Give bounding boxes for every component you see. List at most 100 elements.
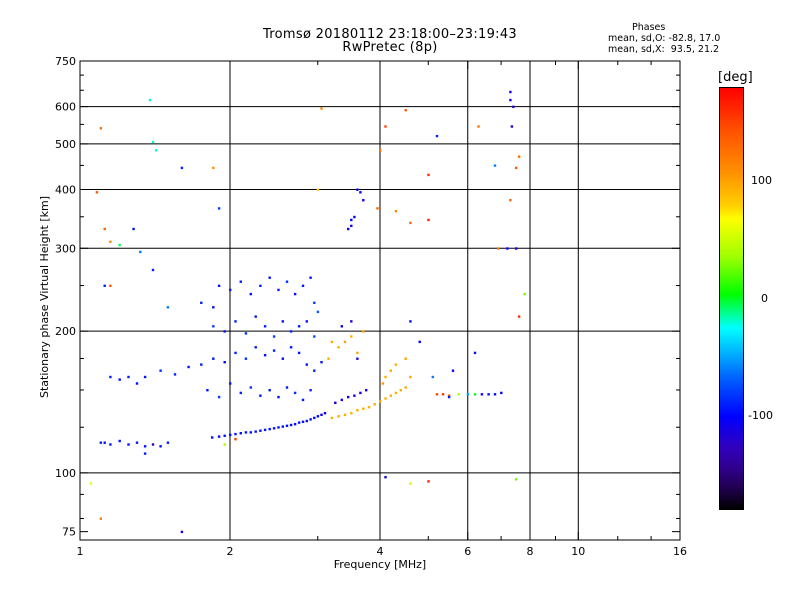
- data-point: [441, 393, 445, 396]
- colorbar-tick-label: 100: [751, 174, 772, 187]
- data-point: [272, 335, 276, 338]
- data-point: [404, 109, 407, 112]
- data-point: [362, 330, 365, 333]
- data-point: [517, 155, 521, 158]
- data-point: [316, 415, 320, 418]
- data-point: [330, 340, 334, 344]
- data-point: [109, 284, 112, 287]
- y-tick-labels: 75 100 200 300 400 500 600 750: [55, 55, 76, 539]
- x-tick-labels: 1 2 4 6 8 10 16: [77, 545, 688, 558]
- x-tick-label: 8: [527, 545, 534, 558]
- data-point: [347, 395, 350, 399]
- data-point: [493, 393, 497, 396]
- data-point: [523, 292, 526, 296]
- data-point: [384, 375, 387, 379]
- data-point: [135, 441, 139, 444]
- data-point: [515, 166, 518, 170]
- data-point: [217, 284, 221, 287]
- data-point: [109, 375, 112, 379]
- data-point: [305, 320, 308, 323]
- data-point: [404, 386, 407, 389]
- data-point: [427, 480, 430, 483]
- data-point: [365, 389, 368, 392]
- data-point: [285, 280, 289, 283]
- data-point: [409, 320, 412, 323]
- data-point: [234, 320, 237, 323]
- data-point: [409, 375, 412, 379]
- data-point: [217, 207, 221, 210]
- data-point: [99, 441, 102, 444]
- x-axis-label: Frequency [MHz]: [334, 558, 426, 571]
- data-point: [343, 340, 347, 344]
- data-point: [239, 280, 242, 283]
- data-point: [249, 292, 252, 296]
- data-point: [509, 90, 512, 94]
- data-point: [316, 310, 320, 314]
- data-point: [289, 423, 293, 427]
- data-point: [200, 363, 203, 366]
- data-point: [359, 391, 362, 395]
- colorbar-unit-label: [deg]: [718, 70, 753, 85]
- data-point: [447, 394, 451, 397]
- data-point: [99, 517, 102, 520]
- y-tick-label: 75: [62, 526, 76, 539]
- data-point: [497, 247, 500, 250]
- data-point: [320, 107, 323, 110]
- data-point: [337, 415, 340, 418]
- data-point: [353, 215, 356, 219]
- plot-frame: [79, 60, 681, 541]
- data-point: [451, 369, 455, 372]
- data-point: [515, 247, 518, 250]
- data-point: [143, 452, 147, 455]
- data-point: [517, 315, 521, 318]
- data-point: [223, 443, 226, 446]
- y-tick-label: 100: [55, 467, 76, 480]
- data-point: [277, 426, 280, 429]
- data-point: [409, 221, 412, 225]
- data-point: [435, 393, 439, 396]
- data-point: [103, 227, 106, 231]
- data-point: [350, 320, 353, 323]
- data-point: [435, 134, 439, 138]
- data-point: [143, 375, 147, 379]
- y-tick-label: 400: [55, 183, 76, 196]
- data-point: [493, 164, 497, 167]
- data-point: [297, 351, 301, 355]
- y-tick-label: 600: [55, 101, 76, 114]
- data-point: [305, 363, 308, 366]
- data-point: [285, 424, 289, 427]
- data-point: [384, 125, 387, 128]
- data-point: [159, 369, 162, 372]
- colorbar-tick-label: 0: [761, 291, 768, 305]
- data-point: [320, 413, 323, 416]
- data-point: [330, 416, 334, 420]
- data-point: [320, 361, 323, 364]
- data-point: [254, 346, 257, 349]
- data-point: [297, 325, 301, 328]
- data-point: [500, 391, 503, 395]
- data-point: [394, 391, 398, 395]
- data-point: [234, 351, 237, 355]
- data-point: [223, 434, 226, 437]
- data-point: [180, 166, 184, 170]
- data-point: [356, 357, 359, 360]
- data-point: [353, 394, 356, 397]
- x-tick-label: 1: [77, 545, 84, 558]
- data-point: [309, 418, 312, 421]
- data-point: [285, 386, 289, 389]
- data-point: [376, 207, 379, 210]
- data-point: [180, 530, 184, 534]
- data-point: [277, 395, 280, 399]
- data-point: [362, 199, 365, 202]
- data-point: [259, 429, 262, 432]
- data-point: [350, 224, 353, 228]
- data-point: [234, 438, 237, 441]
- data-point: [323, 412, 327, 415]
- data-point: [301, 398, 305, 402]
- data-point: [263, 354, 267, 357]
- data-point: [293, 292, 297, 296]
- data-point: [356, 409, 359, 412]
- data-point: [480, 393, 484, 396]
- data-point: [127, 375, 130, 379]
